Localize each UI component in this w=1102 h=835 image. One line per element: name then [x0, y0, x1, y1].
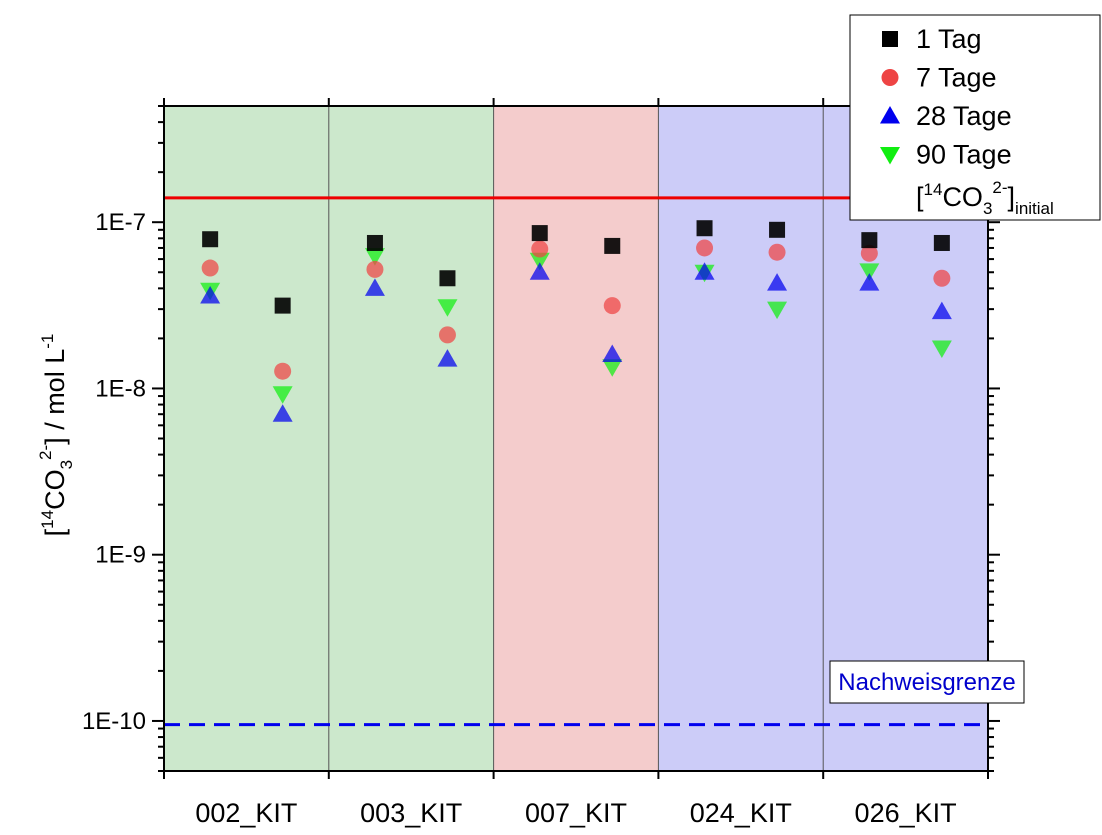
x-category-label: 003_KIT	[360, 798, 462, 828]
y-tick-label: 1E-10	[82, 708, 146, 735]
data-point-1-tag-5	[604, 237, 621, 254]
data-point-1-tag-6	[696, 220, 713, 237]
data-point-1-tag-1	[274, 297, 291, 314]
x-tick-labels: 002_KIT 003_KIT 007_KIT 024_KIT 026_KIT	[195, 798, 956, 828]
data-point-90-tage-7	[767, 301, 788, 320]
legend-marker-7-tage	[881, 69, 899, 86]
data-point-7-tage-2	[366, 260, 384, 278]
axes	[152, 98, 1000, 779]
x-category-label: 024_KIT	[690, 798, 792, 828]
y-axis-title: [14CO32-] / mol L-1	[36, 334, 76, 537]
data-point-1-tag-8	[861, 232, 878, 249]
legend-label-1-tag: 1 Tag	[916, 24, 982, 54]
data-point-28-tage-5	[602, 344, 623, 363]
data-point-28-tage-7	[767, 273, 788, 291]
x-category-label: 007_KIT	[525, 798, 627, 828]
data-point-28-tage-1	[272, 404, 293, 422]
data-point-90-tage-8	[859, 263, 880, 281]
legend-label-initial: [14CO32-]initial	[916, 178, 1054, 218]
legend-marker-28-tage	[880, 106, 900, 124]
data-point-7-tage-6	[696, 239, 714, 257]
data-point-7-tage-1	[274, 362, 292, 380]
annotation-box	[829, 660, 1025, 704]
data-point-90-tage-4	[529, 252, 550, 271]
data-point-7-tage-8	[860, 244, 878, 262]
data-point-90-tage-5	[602, 359, 623, 377]
data-point-28-tage-9	[931, 301, 952, 320]
data-point-28-tage-0	[200, 285, 221, 304]
data-point-7-tage-9	[933, 269, 951, 287]
y-tick-label: 1E-9	[95, 542, 146, 569]
data-point-1-tag-4	[531, 225, 548, 242]
annotation-text: Nachweisgrenze	[838, 669, 1015, 696]
data-point-1-tag-7	[769, 221, 786, 238]
data-point-28-tage-6	[694, 262, 715, 280]
legend-marker-1-tag	[882, 31, 898, 47]
legend-label-28-tage: 28 Tage	[916, 101, 1012, 131]
data-point-90-tage-2	[364, 248, 385, 266]
band-1	[493, 106, 659, 771]
y-tick-labels: 1E-10 1E-9 1E-8 1E-7	[82, 209, 146, 735]
y-tick-label: 1E-7	[95, 209, 146, 236]
x-category-label: 026_KIT	[855, 798, 957, 828]
x-category-label: 002_KIT	[195, 798, 297, 828]
y-tick-label: 1E-8	[95, 375, 146, 402]
data-point-7-tage-4	[531, 240, 549, 258]
data-points	[200, 220, 952, 422]
data-point-7-tage-7	[768, 243, 786, 261]
data-point-28-tage-8	[859, 273, 880, 291]
legend-label-7-tage: 7 Tage	[916, 63, 997, 93]
legend-marker-90-tage	[880, 147, 900, 165]
data-point-1-tag-0	[202, 231, 219, 248]
data-point-1-tag-2	[366, 234, 383, 251]
data-point-28-tage-4	[529, 262, 550, 280]
data-point-1-tag-9	[933, 234, 950, 251]
data-point-7-tage-3	[438, 326, 456, 344]
detection-limit-annotation: Nachweisgrenze	[829, 660, 1025, 704]
category-separators	[328, 106, 824, 771]
legend-label-90-tage: 90 Tage	[916, 140, 1012, 170]
data-point-28-tage-3	[437, 349, 458, 367]
data-point-90-tage-9	[931, 340, 952, 359]
data-point-1-tag-3	[439, 270, 456, 287]
data-point-7-tage-5	[603, 297, 621, 315]
data-point-90-tage-1	[272, 386, 293, 404]
legend: 1 Tag 7 Tage 28 Tage 90 Tage [14CO32-]initi…	[849, 14, 1101, 221]
data-point-28-tage-2	[364, 278, 385, 296]
data-point-90-tage-3	[437, 299, 458, 317]
data-point-7-tage-0	[201, 259, 219, 277]
